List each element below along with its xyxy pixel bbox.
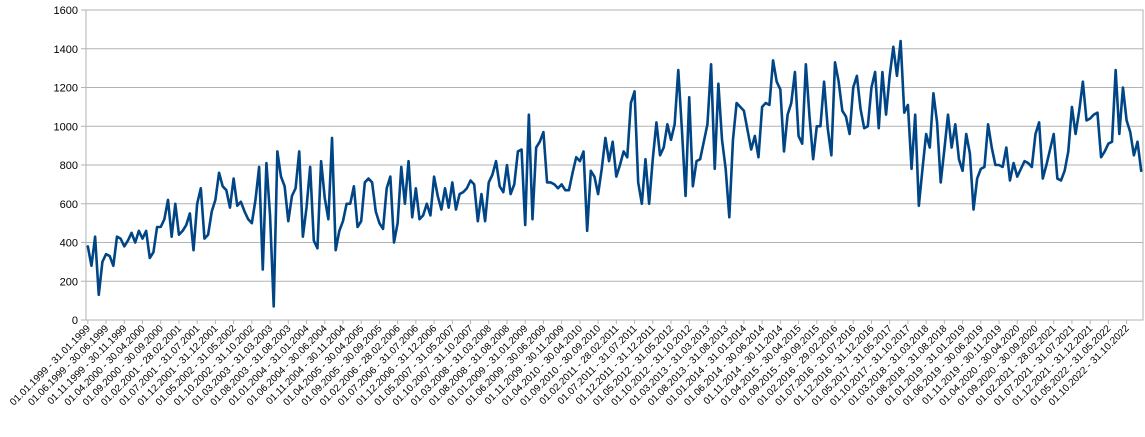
y-tick-label: 1400 [54,44,78,56]
y-axis-tick-labels: 0 200 400 600 800 1000 1200 1400 1600 [54,5,86,327]
y-tick-label: 1000 [54,121,78,133]
y-tick-label: 400 [60,238,78,250]
series-line [86,39,1143,308]
y-tick-label: 1200 [54,83,78,95]
y-tick-label: 200 [60,276,78,288]
y-tick-label: 0 [72,315,78,327]
data-series [86,39,1143,308]
y-tick-label: 1600 [54,5,78,17]
y-tick-label: 600 [60,199,78,211]
plot-frame [85,9,1144,321]
y-tick-label: 800 [60,160,78,172]
plot-border [85,9,1144,321]
